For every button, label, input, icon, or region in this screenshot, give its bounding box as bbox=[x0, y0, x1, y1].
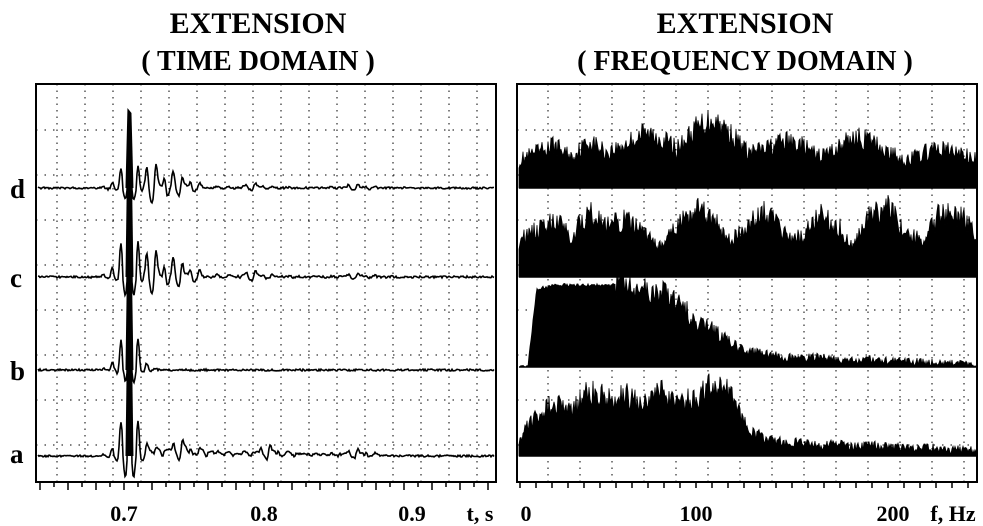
trace-label-d: d bbox=[10, 174, 25, 204]
freq-spectra bbox=[518, 110, 977, 457]
time-panel-title-line1: EXTENSION bbox=[170, 7, 347, 40]
time-panel-title-line2: ( TIME DOMAIN ) bbox=[141, 46, 375, 77]
freq-tick-label-100: 100 bbox=[680, 501, 713, 526]
time-tick-label-0.9: 0.9 bbox=[398, 501, 426, 526]
trace-label-a: a bbox=[10, 439, 24, 469]
freq-tick-label-200: 200 bbox=[877, 501, 910, 526]
time-traces bbox=[37, 108, 495, 479]
spectrum-c bbox=[518, 195, 977, 278]
time-unit-label: t, s bbox=[467, 501, 494, 526]
time-spike-a bbox=[125, 306, 134, 456]
time-trace-b bbox=[37, 250, 495, 385]
time-trace-a bbox=[37, 323, 495, 479]
time-tick-label-0.8: 0.8 bbox=[250, 501, 278, 526]
freq-tick-label-0: 0 bbox=[521, 501, 532, 526]
freq-panel-title-line2: ( FREQUENCY DOMAIN ) bbox=[577, 46, 913, 77]
time-trace-d bbox=[37, 111, 495, 205]
spectrum-d bbox=[518, 110, 977, 189]
freq-panel-frame bbox=[516, 83, 978, 483]
spectrum-b bbox=[519, 271, 977, 368]
spectrum-a bbox=[518, 373, 977, 457]
time-grid bbox=[36, 84, 496, 490]
freq-panel-title-line1: EXTENSION bbox=[657, 7, 834, 40]
time-panel-frame bbox=[35, 83, 497, 483]
time-tick-label-0.7: 0.7 bbox=[110, 501, 138, 526]
trace-label-b: b bbox=[10, 356, 25, 386]
freq-unit-label: f, Hz bbox=[930, 501, 975, 526]
trace-label-c: c bbox=[10, 263, 22, 293]
time-trace-c bbox=[37, 149, 495, 298]
